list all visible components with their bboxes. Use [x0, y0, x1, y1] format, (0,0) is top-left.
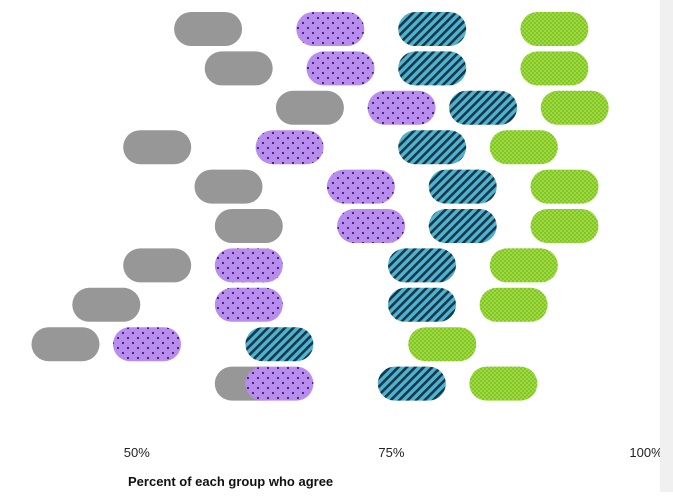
blue-striped-pill-row-9 [245, 327, 314, 362]
blue-striped-pill-row-10 [377, 366, 446, 401]
blue-striped-pill-row-8 [388, 287, 456, 322]
scrollbar-strip [660, 0, 673, 492]
purple-dotted-pill-row-9 [113, 327, 181, 362]
gray-pill-row-5 [194, 169, 263, 204]
purple-dotted-pill-row-10 [245, 366, 314, 401]
green-dotted-pill-row-2 [520, 51, 589, 86]
gray-pill-row-9 [31, 327, 100, 362]
purple-dotted-pill-row-1 [296, 12, 365, 46]
blue-striped-pill-row-1 [398, 12, 467, 46]
green-dotted-pill-row-8 [479, 287, 548, 322]
blue-striped-pill-row-6 [428, 209, 497, 243]
blue-striped-pill-row-3 [449, 90, 518, 125]
purple-dotted-pill-row-5 [326, 169, 395, 204]
chart-marks [31, 12, 609, 401]
gray-pill-row-8 [72, 287, 141, 322]
x-tick-label: 50% [124, 445, 150, 460]
blue-striped-pill-row-7 [388, 248, 456, 283]
blue-striped-pill-row-2 [398, 51, 467, 86]
gray-pill-row-3 [275, 90, 344, 125]
purple-dotted-pill-row-2 [306, 51, 375, 86]
x-axis-ticks: 50% 75% 100% [124, 445, 663, 460]
green-dotted-pill-row-4 [489, 130, 558, 165]
gray-pill-row-7 [123, 248, 192, 283]
gray-pill-row-4 [123, 130, 192, 165]
green-dotted-pill-row-10 [469, 366, 538, 401]
blue-striped-pill-row-4 [398, 130, 467, 165]
green-dotted-pill-row-9 [408, 327, 477, 362]
purple-dotted-pill-row-6 [337, 209, 406, 243]
gray-pill-row-2 [204, 51, 273, 86]
purple-dotted-pill-row-7 [214, 248, 283, 283]
purple-dotted-pill-row-4 [255, 130, 324, 165]
green-dotted-pill-row-6 [530, 209, 599, 243]
purple-dotted-pill-row-3 [367, 90, 436, 125]
gray-pill-row-6 [214, 209, 283, 243]
purple-dotted-pill-row-8 [214, 287, 283, 322]
gray-pill-row-1 [174, 12, 243, 46]
green-dotted-pill-row-3 [540, 90, 609, 125]
green-dotted-pill-row-1 [520, 12, 589, 46]
x-tick-label: 75% [378, 445, 404, 460]
x-tick-label: 100% [629, 445, 663, 460]
x-axis-title: Percent of each group who agree [128, 474, 333, 489]
green-dotted-pill-row-5 [530, 169, 599, 204]
blue-striped-pill-row-5 [428, 169, 497, 204]
green-dotted-pill-row-7 [489, 248, 558, 283]
